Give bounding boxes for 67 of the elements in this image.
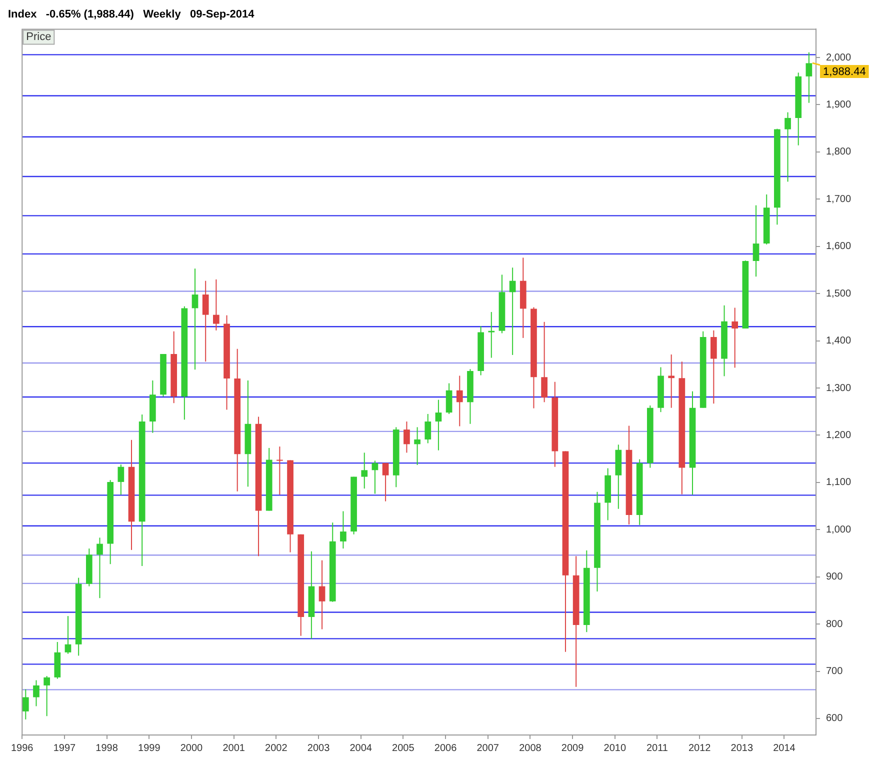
candlestick [414, 426, 420, 466]
y-tick-label: 1,800 [826, 146, 852, 158]
y-tick-label: 1,300 [826, 382, 852, 394]
x-tick-label: 2000 [180, 742, 204, 754]
chart-title: Index -0.65% (1,988.44) Weekly 09-Sep-2014 [8, 8, 256, 21]
candlestick [435, 399, 442, 451]
y-tick-label: 1,200 [826, 430, 852, 441]
x-tick-label: 2011 [646, 742, 668, 754]
candlestick [318, 560, 326, 630]
candlestick [118, 464, 124, 496]
x-tick-label: 2004 [350, 742, 372, 754]
x-tick-label: 2002 [265, 742, 288, 754]
candlestick [456, 375, 463, 427]
annotation: Price [26, 31, 52, 44]
x-tick-label: 2006 [434, 742, 458, 754]
y-tick-label: 1,700 [826, 194, 852, 205]
x-tick-label: 2007 [476, 742, 500, 754]
y-tick-label: 1,100 [826, 477, 852, 488]
candlestick [752, 204, 760, 278]
candlestick [806, 52, 812, 104]
y-tick-label: 1,600 [826, 241, 852, 252]
x-tick-label: 1996 [11, 742, 34, 754]
candlestick [710, 330, 717, 404]
candlestick [361, 452, 368, 490]
x-tick-label: 2003 [307, 742, 330, 754]
candlestick [192, 268, 198, 370]
y-tick-label: 800 [826, 618, 844, 630]
candlestick [404, 421, 410, 454]
candlestick [372, 460, 378, 494]
candlestick [509, 267, 516, 356]
y-tick-label: 600 [826, 713, 844, 724]
candlestick [96, 537, 103, 599]
candlestick [33, 680, 40, 707]
x-tick-label: 2009 [561, 742, 584, 754]
candlestick [424, 413, 432, 444]
candlestick [213, 278, 220, 331]
candlestick [446, 382, 452, 414]
x-tick-label: 2010 [604, 742, 626, 754]
annotation: 1,988.44 [823, 66, 866, 78]
x-tick-label: 2005 [392, 742, 415, 754]
candlestick [340, 510, 346, 550]
x-tick-label: 2012 [688, 742, 712, 754]
y-tick-label: 1,000 [826, 524, 852, 536]
x-tick-label: 2013 [730, 742, 754, 754]
candlestick [382, 462, 389, 502]
candlestick [22, 688, 29, 720]
candlestick [64, 616, 72, 654]
candlestick [488, 311, 495, 358]
x-tick-label: 2014 [773, 742, 796, 754]
y-tick-label: 1,500 [826, 288, 852, 300]
candlestick [784, 112, 791, 182]
candlestick [668, 354, 675, 408]
x-tick-label: 1999 [138, 742, 161, 754]
y-tick-label: 900 [826, 572, 844, 583]
y-tick-label: 1,900 [826, 99, 852, 110]
x-tick-label: 1998 [96, 742, 118, 754]
candlestick [44, 675, 50, 717]
candlestick [732, 307, 738, 368]
candlestick [202, 280, 209, 362]
candlestick [276, 446, 283, 496]
candlestick [541, 321, 548, 403]
x-tick-label: 2001 [222, 742, 246, 754]
y-tick-label: 1,400 [826, 336, 852, 347]
y-tick-label: 2,000 [826, 52, 852, 64]
y-tick-label: 700 [826, 666, 844, 678]
x-tick-label: 1997 [53, 742, 76, 754]
x-tick-label: 2008 [519, 742, 542, 754]
